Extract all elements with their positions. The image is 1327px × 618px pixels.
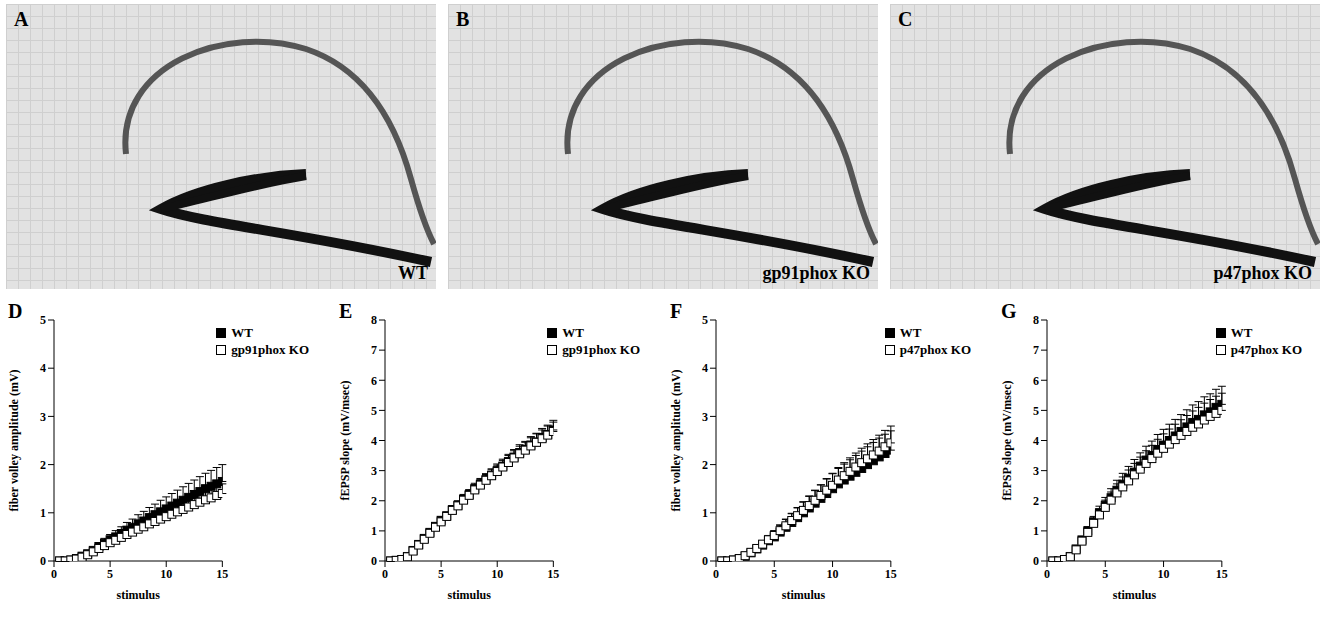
svg-text:2: 2: [702, 458, 708, 472]
svg-text:4: 4: [1033, 434, 1039, 448]
svg-text:3: 3: [40, 410, 46, 424]
svg-text:0: 0: [1033, 554, 1039, 568]
svg-text:10: 10: [1158, 567, 1170, 581]
html-text:WT: WT: [562, 325, 584, 340]
svg-text:0: 0: [51, 567, 57, 581]
svg-text:0: 0: [1044, 567, 1050, 581]
svg-text:fEPSP slope (mV/msec): fEPSP slope (mV/msec): [338, 381, 352, 501]
svg-text:4: 4: [40, 361, 46, 375]
html-text:p47phox KO: p47phox KO: [1230, 342, 1302, 357]
svg-text:1: 1: [1033, 524, 1039, 538]
svg-text:4: 4: [371, 434, 377, 448]
svg-text:WT: WT: [398, 263, 428, 283]
svg-text:0: 0: [40, 554, 46, 568]
svg-text:8: 8: [1033, 313, 1039, 327]
svg-text:C: C: [898, 8, 912, 30]
svg-text:gp91phox KO: gp91phox KO: [762, 263, 870, 283]
svg-text:5: 5: [107, 567, 113, 581]
html-text:D: D: [8, 300, 23, 322]
html-text:p47phox KO: p47phox KO: [899, 342, 971, 357]
svg-text:5: 5: [771, 567, 777, 581]
svg-text:15: 15: [216, 567, 228, 581]
svg-text:3: 3: [702, 410, 708, 424]
html-text:E: E: [339, 300, 353, 322]
svg-text:5: 5: [1033, 404, 1039, 418]
svg-text:2: 2: [40, 458, 46, 472]
svg-text:8: 8: [371, 313, 377, 327]
svg-text:A: A: [14, 8, 29, 30]
svg-text:stimulus: stimulus: [1113, 588, 1157, 602]
svg-text:2: 2: [1033, 494, 1039, 508]
html-text:G: G: [1001, 300, 1017, 322]
html-text:gp91phox KO: gp91phox KO: [231, 342, 309, 357]
svg-text:10: 10: [827, 567, 839, 581]
svg-text:6: 6: [371, 374, 377, 388]
svg-text:7: 7: [371, 343, 377, 357]
svg-text:stimulus: stimulus: [782, 588, 826, 602]
svg-text:3: 3: [371, 464, 377, 478]
svg-text:B: B: [456, 8, 469, 30]
html-text:WT: WT: [231, 325, 253, 340]
svg-text:3: 3: [1033, 464, 1039, 478]
svg-text:10: 10: [160, 567, 172, 581]
svg-text:2: 2: [371, 494, 377, 508]
svg-text:7: 7: [1033, 343, 1039, 357]
svg-text:fiber volley amplitude (mV): fiber volley amplitude (mV): [7, 369, 21, 511]
html-text:gp91phox KO: gp91phox KO: [562, 342, 640, 357]
svg-text:0: 0: [382, 567, 388, 581]
svg-text:1: 1: [40, 506, 46, 520]
svg-text:5: 5: [371, 404, 377, 418]
svg-text:0: 0: [702, 554, 708, 568]
svg-text:stimulus: stimulus: [116, 588, 160, 602]
svg-text:15: 15: [1216, 567, 1228, 581]
svg-text:15: 15: [547, 567, 559, 581]
svg-text:0: 0: [713, 567, 719, 581]
svg-text:0: 0: [371, 554, 377, 568]
svg-text:5: 5: [1102, 567, 1108, 581]
svg-text:4: 4: [702, 361, 708, 375]
svg-text:fEPSP slope (mV/msec): fEPSP slope (mV/msec): [1000, 381, 1014, 501]
svg-text:fiber volley amplitude (mV): fiber volley amplitude (mV): [669, 369, 683, 511]
svg-text:10: 10: [491, 567, 503, 581]
svg-text:5: 5: [702, 313, 708, 327]
svg-text:5: 5: [438, 567, 444, 581]
svg-text:stimulus: stimulus: [447, 588, 491, 602]
svg-text:6: 6: [1033, 374, 1039, 388]
svg-text:1: 1: [371, 524, 377, 538]
svg-text:5: 5: [40, 313, 46, 327]
html-text:F: F: [670, 300, 683, 322]
svg-text:15: 15: [885, 567, 897, 581]
html-text:WT: WT: [1230, 325, 1253, 340]
svg-text:1: 1: [702, 506, 708, 520]
html-text:WT: WT: [899, 325, 922, 340]
svg-text:p47phox KO: p47phox KO: [1213, 263, 1312, 283]
